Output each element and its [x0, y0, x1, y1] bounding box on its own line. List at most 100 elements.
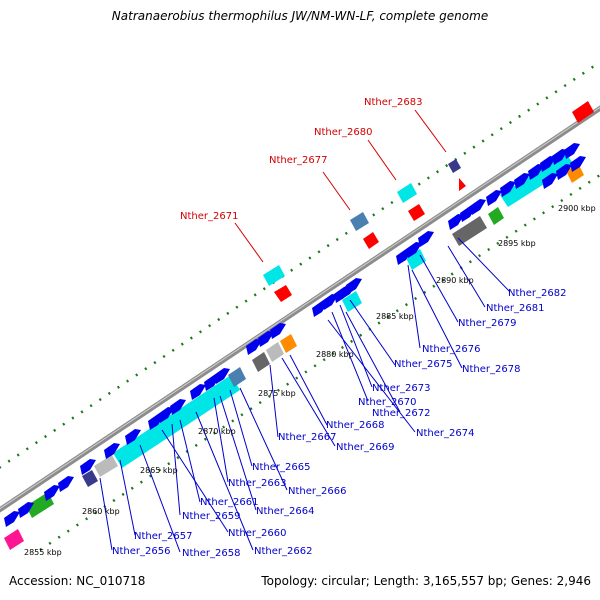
cds-blue-arrow [564, 143, 580, 159]
gene-label-nther_2671[interactable]: Nther_2671 [180, 211, 238, 222]
leader-line [239, 387, 288, 491]
gene-label-nther_2681[interactable]: Nther_2681 [486, 303, 544, 314]
gene-label-nther_2677[interactable]: Nther_2677 [269, 155, 327, 166]
cds-blue-arrow [418, 231, 434, 247]
gene-label-nther_2678[interactable]: Nther_2678 [462, 364, 520, 375]
cds-blue-arrow [486, 190, 502, 206]
leader-line [327, 319, 416, 433]
cds-forward-red [274, 285, 292, 302]
forward-strand-genes [263, 101, 594, 302]
cds-blue-arrow [540, 156, 556, 172]
cds-blue-arrow [270, 323, 286, 339]
gene-label-nther_2658[interactable]: Nther_2658 [182, 548, 240, 559]
leader-line [229, 389, 253, 467]
gene-label-nther_2668[interactable]: Nther_2668 [326, 420, 384, 431]
tick-label-2865-kbp: 2865 kbp [140, 466, 178, 475]
gene-label-nther_2670[interactable]: Nther_2670 [358, 397, 416, 408]
cds-blue-arrow [104, 443, 120, 459]
cds-blue-arrow [80, 459, 96, 475]
gene-label-nther_2666[interactable]: Nther_2666 [288, 486, 346, 497]
cds-blue-arrow [542, 173, 558, 189]
gene-label-nther_2660[interactable]: Nther_2660 [228, 528, 286, 539]
leader-line [419, 254, 459, 323]
cds-blue-arrow [44, 485, 60, 501]
gene-label-nther_2664[interactable]: Nther_2664 [256, 506, 314, 517]
leader-line [447, 245, 486, 308]
kbp-ticks: 2855 kbp 2860 kbp 2865 kbp 2870 kbp 2875 kbp… [24, 204, 596, 557]
cds-blue-arrow [406, 242, 422, 258]
cds-forward-steel [350, 212, 369, 231]
cds-forward-cyan-2 [397, 183, 417, 203]
leader-line [179, 419, 201, 503]
leader-line [345, 311, 401, 413]
gene-labels: Nther_2671 Nther_2677 Nther_2680 Nther_2683… [112, 97, 566, 559]
gene-label-nther_2674[interactable]: Nther_2674 [416, 428, 474, 439]
cds-forward-red-4 [459, 178, 466, 191]
cds-cyan-band [113, 375, 240, 468]
cds-forward-red-5 [572, 101, 594, 123]
cds-blue-arrow [448, 214, 464, 230]
leader-line [367, 139, 397, 181]
cds-blue-arrow [170, 399, 186, 415]
leader-line [407, 264, 421, 349]
leader-line [234, 222, 264, 263]
cds-blue-arrow [514, 173, 530, 189]
gene-label-nther_2657[interactable]: Nther_2657 [134, 531, 192, 542]
cds-blue-arrow [470, 199, 486, 215]
tick-label-2895-kbp: 2895 kbp [498, 239, 536, 248]
cds-cyan-small-2 [406, 249, 426, 270]
cds-forward-purple [448, 159, 461, 173]
map-title: Natranaerobius thermophilus JW/NM-WN-LF,… [111, 9, 489, 23]
cds-orange [280, 334, 297, 353]
leader-line [339, 304, 373, 388]
cds-blue-arrow [552, 149, 568, 165]
gene-label-nther_2663[interactable]: Nther_2663 [228, 478, 286, 489]
gene-label-nther_2672[interactable]: Nther_2672 [372, 408, 430, 419]
gene-label-nther_2659[interactable]: Nther_2659 [182, 511, 240, 522]
leader-line [269, 364, 279, 438]
cds-magenta [4, 529, 24, 550]
gene-label-nther_2680[interactable]: Nther_2680 [314, 127, 372, 138]
reverse-strand-genes [4, 153, 584, 550]
gene-label-nther_2682[interactable]: Nther_2682 [508, 288, 566, 299]
leader-line [281, 357, 336, 447]
gene-label-nther_2662[interactable]: Nther_2662 [254, 546, 312, 557]
cds-blue-arrow [214, 368, 230, 384]
gene-label-nther_2656[interactable]: Nther_2656 [112, 546, 170, 557]
gene-label-nther_2675[interactable]: Nther_2675 [394, 359, 452, 370]
gene-label-nther_2669[interactable]: Nther_2669 [336, 442, 394, 453]
outer-dotted-track [0, 60, 600, 469]
gene-label-nther_2679[interactable]: Nther_2679 [458, 318, 516, 329]
leader-line [171, 423, 181, 516]
leader-line [213, 397, 229, 483]
backbone-highlight [0, 106, 600, 510]
gene-label-nther_2673[interactable]: Nther_2673 [372, 383, 430, 394]
leader-line [139, 444, 181, 553]
gene-label-nther_2676[interactable]: Nther_2676 [422, 344, 480, 355]
cds-blue-arrow [158, 407, 174, 423]
cds-cyan-band-right [500, 153, 574, 207]
cds-blue-arrow [18, 502, 34, 518]
cds-blue-arrow [125, 429, 141, 445]
leader-line [414, 109, 447, 153]
gene-label-nther_2665[interactable]: Nther_2665 [252, 462, 310, 473]
cds-blue-arrow [246, 339, 262, 355]
leader-line [289, 354, 328, 426]
gene-label-nther_2661[interactable]: Nther_2661 [200, 497, 258, 508]
leader-line [219, 395, 257, 511]
leader-line [322, 171, 351, 211]
cds-blue-arrow [556, 164, 572, 180]
reverse-arrow-genes [4, 143, 586, 527]
tick-label-2860-kbp: 2860 kbp [82, 507, 120, 516]
cds-cyan-small [342, 291, 362, 312]
cds-blue-arrow [190, 384, 206, 400]
leader-line [119, 459, 136, 536]
gene-label-nther_2667[interactable]: Nther_2667 [278, 432, 336, 443]
cds-blue-arrow [322, 294, 338, 310]
cds-blue-arrow [500, 181, 516, 197]
gene-label-nther_2683[interactable]: Nther_2683 [364, 97, 422, 108]
leader-line [99, 477, 113, 551]
cds-gray [252, 352, 270, 372]
cds-blue-arrow [570, 156, 586, 172]
